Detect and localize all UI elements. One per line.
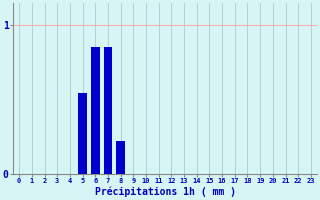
Bar — [78, 93, 87, 174]
X-axis label: Précipitations 1h ( mm ): Précipitations 1h ( mm ) — [94, 187, 236, 197]
Bar — [91, 47, 100, 174]
Bar — [103, 47, 112, 174]
Bar — [116, 141, 125, 174]
